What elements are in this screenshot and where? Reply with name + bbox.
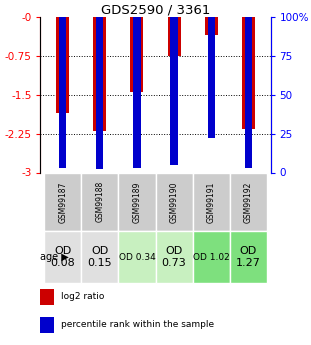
Bar <box>193 231 230 283</box>
Text: OD
0.15: OD 0.15 <box>87 246 112 268</box>
Bar <box>40 289 54 305</box>
Bar <box>44 231 81 283</box>
Text: OD
0.08: OD 0.08 <box>50 246 75 268</box>
Bar <box>230 172 267 231</box>
Bar <box>133 17 141 168</box>
Text: OD 0.34: OD 0.34 <box>118 253 155 262</box>
Bar <box>156 231 193 283</box>
Text: log2 ratio: log2 ratio <box>61 292 104 301</box>
Text: OD
1.27: OD 1.27 <box>236 246 261 268</box>
Bar <box>40 317 54 333</box>
Text: GSM99190: GSM99190 <box>169 181 179 223</box>
Text: GSM99191: GSM99191 <box>207 181 216 223</box>
Bar <box>245 17 252 168</box>
Bar <box>130 17 143 92</box>
Bar <box>156 172 193 231</box>
Text: GSM99187: GSM99187 <box>58 181 67 223</box>
Text: GSM99188: GSM99188 <box>95 181 104 223</box>
Bar <box>81 172 118 231</box>
Text: GSM99192: GSM99192 <box>244 181 253 223</box>
Bar <box>193 172 230 231</box>
Bar <box>44 172 81 231</box>
Bar <box>59 17 66 168</box>
Bar <box>81 231 118 283</box>
Bar <box>118 231 156 283</box>
Text: age ▶: age ▶ <box>40 252 68 262</box>
Bar <box>170 17 178 165</box>
Bar <box>168 17 181 56</box>
Text: OD 1.02: OD 1.02 <box>193 253 230 262</box>
Text: GSM99189: GSM99189 <box>132 181 142 223</box>
Bar <box>56 17 69 113</box>
Text: OD
0.73: OD 0.73 <box>162 246 186 268</box>
Bar <box>96 17 103 169</box>
Bar <box>118 172 156 231</box>
Title: GDS2590 / 3361: GDS2590 / 3361 <box>101 3 210 16</box>
Bar <box>208 17 215 138</box>
Text: percentile rank within the sample: percentile rank within the sample <box>61 320 214 329</box>
Bar <box>230 231 267 283</box>
Bar <box>93 17 106 131</box>
Bar <box>205 17 218 36</box>
Bar <box>242 17 255 128</box>
